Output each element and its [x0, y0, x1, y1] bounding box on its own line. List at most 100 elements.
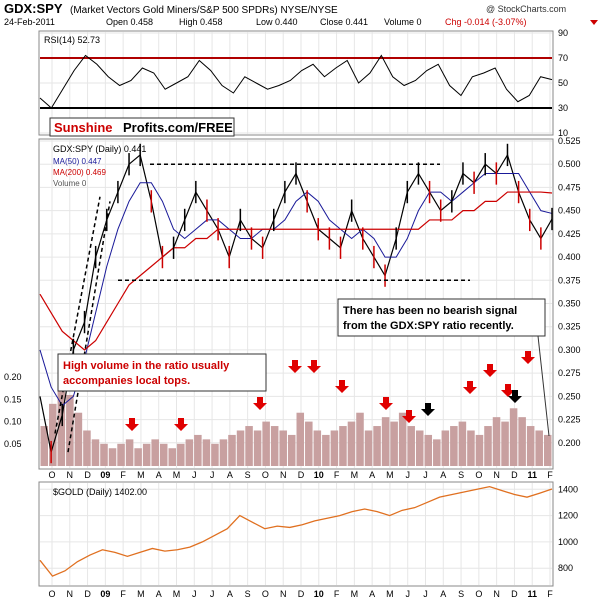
rsi-y-tick: 50	[558, 78, 568, 88]
x-tick-label: A	[227, 589, 233, 599]
x-tick-label: M	[386, 589, 394, 599]
price-y-tick: 0.500	[558, 159, 581, 169]
x-tick-label: J	[423, 589, 428, 599]
x-tick-label: D	[511, 470, 518, 480]
volume-bar	[253, 430, 262, 466]
rsi-y-tick: 10	[558, 128, 568, 138]
volume-bar	[313, 430, 322, 466]
volume-bar	[83, 430, 91, 466]
gold-y-tick: 1200	[558, 511, 578, 521]
x-tick-label: N	[67, 589, 74, 599]
arrow-down-icon	[501, 384, 515, 397]
x-tick-label: D	[84, 470, 91, 480]
price-y-tick: 0.325	[558, 322, 581, 332]
x-tick-label: 11	[527, 470, 537, 480]
x-tick-label: J	[405, 470, 410, 480]
x-tick-label: A	[369, 470, 375, 480]
volume-bar	[501, 421, 509, 466]
high-label: High 0.458	[179, 17, 223, 27]
price-legend-ma50: MA(50) 0.447	[53, 157, 102, 166]
gold-series	[39, 485, 553, 577]
volume-bar	[177, 443, 185, 466]
price-legend-main: GDX:SPY (Daily) 0.441	[53, 144, 146, 154]
annotation-box-left	[57, 353, 267, 392]
price-y-tick: 0.350	[558, 299, 581, 309]
volume-bar	[287, 434, 296, 466]
volume-bar	[49, 403, 57, 466]
x-tick-label: J	[210, 470, 215, 480]
gold-y-tick: 800	[558, 563, 573, 573]
volume-bar	[364, 430, 373, 466]
volume-bar	[125, 439, 134, 466]
x-tick-label: F	[547, 589, 553, 599]
x-tick-label: J	[192, 589, 197, 599]
volume-bar	[492, 417, 501, 466]
price-y-tick: 0.475	[558, 182, 581, 192]
volume-bar	[57, 386, 66, 466]
gold-panel	[38, 481, 554, 587]
volume-bar	[219, 439, 228, 466]
volume-bar	[330, 430, 339, 466]
volume-bar	[433, 439, 441, 466]
volume-bar	[168, 448, 177, 466]
price-y-tick: 0.225	[558, 415, 581, 425]
volume-bar	[484, 426, 492, 466]
volume-bar	[245, 426, 253, 466]
arrow-down-icon	[307, 360, 321, 373]
volume-bar	[322, 434, 330, 466]
date-label: 24-Feb-2011	[4, 17, 55, 27]
volume-bar	[74, 412, 83, 466]
brand-box	[49, 117, 235, 137]
x-tick-label: J	[405, 589, 410, 599]
arrow-down-icon	[174, 418, 188, 431]
x-tick-label: N	[493, 470, 500, 480]
x-tick-label: O	[475, 470, 482, 480]
volume-bar	[108, 448, 117, 466]
x-tick-label: F	[334, 470, 340, 480]
volume-bar	[458, 421, 467, 466]
price-series	[39, 143, 553, 464]
price-y-tick: 0.450	[558, 206, 581, 216]
brand-part-1: Sunshine	[54, 120, 113, 135]
x-tick-label: 09	[100, 470, 110, 480]
signal-arrows	[125, 351, 535, 431]
volume-bar	[356, 412, 364, 466]
volume-bar	[279, 430, 287, 466]
price-legend-volume: Volume 0	[53, 179, 87, 188]
ma200-line	[39, 191, 553, 351]
x-tick-label: D	[298, 470, 305, 480]
x-tick-label: M	[137, 470, 145, 480]
x-tick-label: J	[192, 470, 197, 480]
symbol-title: GDX:SPY	[4, 1, 63, 16]
x-tick-label: A	[440, 589, 446, 599]
arrow-down-icon	[521, 351, 535, 364]
x-tick-label: M	[137, 589, 145, 599]
x-tick-label: O	[48, 589, 55, 599]
volume-bar	[40, 426, 49, 466]
x-tick-label: 10	[314, 470, 324, 480]
volume-bar	[509, 408, 518, 466]
trend-line	[54, 196, 101, 434]
rsi-y-tick: 30	[558, 103, 568, 113]
annotation-right-line-1: There has been no bearish signal	[343, 305, 517, 317]
gold-title: $GOLD (Daily) 1402.00	[53, 487, 147, 497]
arrow-down-icon	[421, 403, 435, 416]
volume-bars	[40, 386, 552, 466]
axis-labels: OONNDD0909FFMMAAMMJJJJAASSOONNDD1010FFMM…	[4, 28, 581, 599]
price-y-tick: 0.300	[558, 345, 581, 355]
x-tick-label: D	[511, 589, 518, 599]
volume-bar	[211, 443, 219, 466]
volume-bar	[228, 434, 236, 466]
x-tick-label: N	[493, 589, 500, 599]
x-tick-label: S	[458, 470, 464, 480]
volume-bar	[467, 430, 475, 466]
x-tick-label: 09	[100, 589, 110, 599]
volume-bar	[347, 421, 356, 466]
x-tick-label: F	[334, 589, 340, 599]
arrow-down-icon	[483, 364, 497, 377]
arrow-down-icon	[125, 418, 139, 431]
arrow-down-icon	[253, 397, 267, 410]
arrow-down-icon	[463, 381, 477, 394]
x-tick-label: O	[262, 470, 269, 480]
volume-bar	[543, 434, 552, 466]
